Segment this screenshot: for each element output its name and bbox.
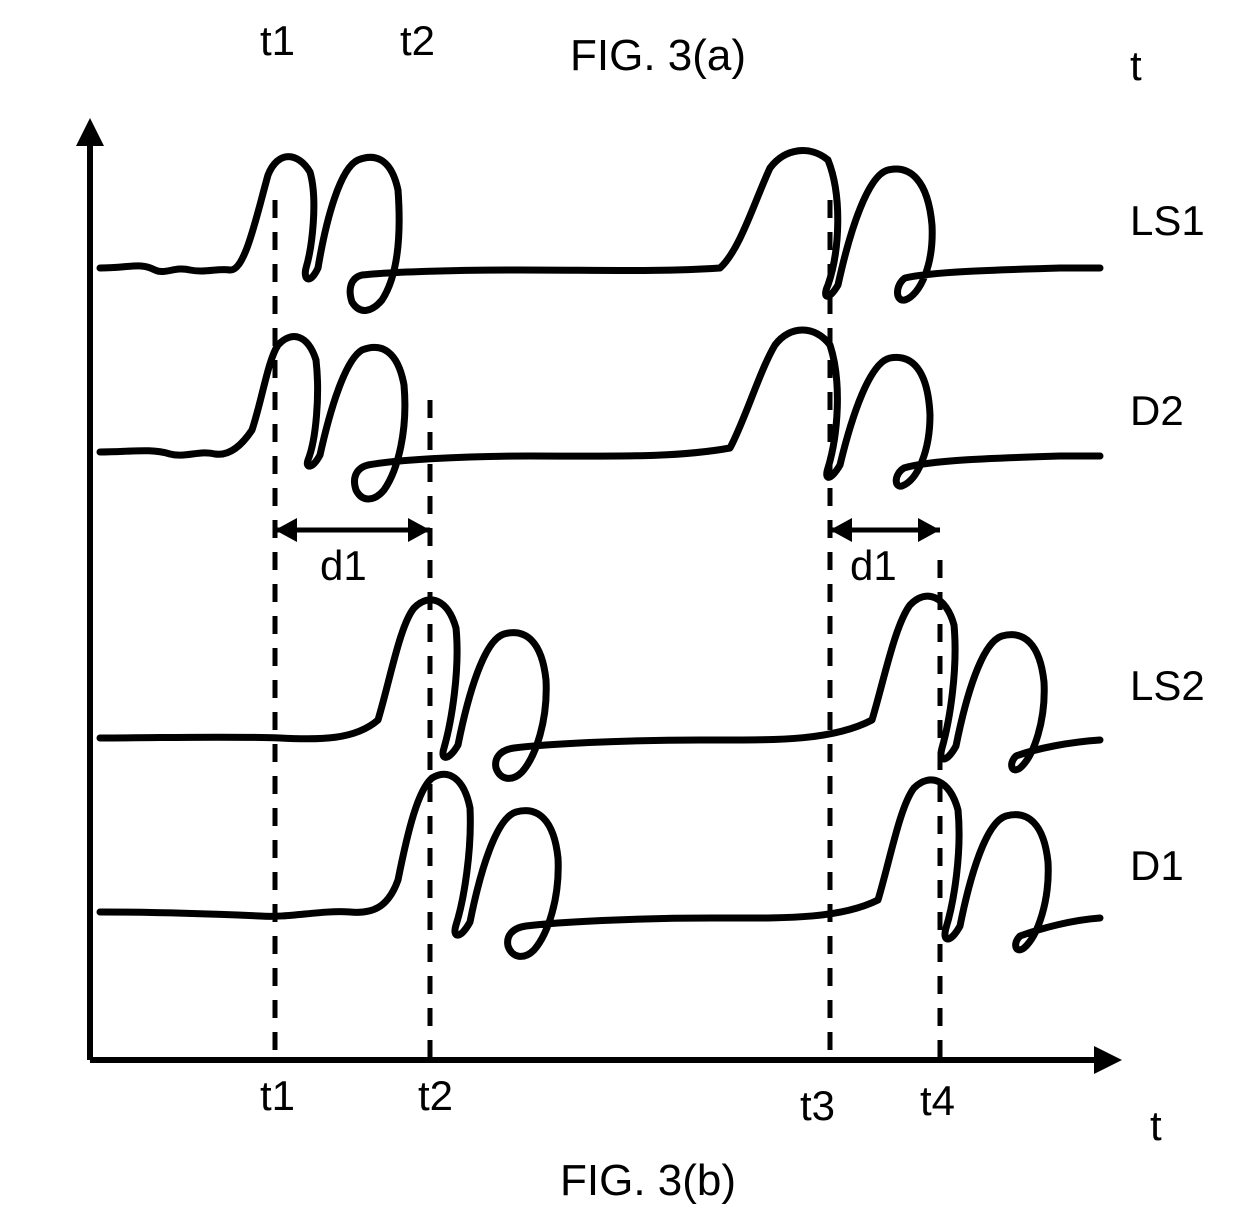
vlines-group [275, 200, 940, 1060]
xtick-labels-group: t1 t2 t3 t4 [260, 1072, 955, 1129]
dimension-d1-right: d1 [830, 518, 940, 589]
traces-group: LS1 D2 LS2 D1 [100, 151, 1205, 957]
trace-label-d2: D2 [1130, 387, 1184, 434]
xtick-t4: t4 [920, 1077, 955, 1124]
y-axis [76, 118, 104, 1060]
figure-container: t1 t2 FIG. 3(a) t LS1 D2 LS2 D1 d1 d1 t1 t2 t3… [0, 0, 1240, 1218]
trace-label-ls2: LS2 [1130, 662, 1205, 709]
trace-label-ls1: LS1 [1130, 197, 1205, 244]
trace-ls2 [100, 596, 1100, 778]
fig-3b-plot: LS1 D2 LS2 D1 d1 d1 t1 t2 t3 t4 t FIG. 3(b) [76, 118, 1205, 1205]
dimension-arrows-group: d1 d1 [275, 518, 940, 589]
trace-d2 [100, 330, 1100, 499]
trace-d1 [100, 774, 1100, 956]
x-axis [90, 1046, 1122, 1074]
fig-3b-caption: FIG. 3(b) [560, 1156, 736, 1205]
trace-label-d1: D1 [1130, 842, 1184, 889]
xtick-t2: t2 [418, 1072, 453, 1119]
fig-3a-caption: FIG. 3(a) [570, 31, 746, 80]
xtick-t1: t1 [260, 1072, 295, 1119]
figure-svg: t1 t2 FIG. 3(a) t LS1 D2 LS2 D1 d1 d1 t1 t2 t3… [0, 0, 1240, 1218]
xtick-t3: t3 [800, 1082, 835, 1129]
top-t1-label: t1 [260, 17, 295, 64]
dimension-label-d1-left: d1 [320, 542, 367, 589]
top-t2-label: t2 [400, 17, 435, 64]
dimension-label-d1-right: d1 [850, 542, 897, 589]
dimension-d1-left: d1 [275, 518, 430, 589]
top-t-axis-label: t [1130, 42, 1142, 89]
trace-ls1 [100, 151, 1100, 311]
x-axis-label: t [1150, 1102, 1162, 1149]
